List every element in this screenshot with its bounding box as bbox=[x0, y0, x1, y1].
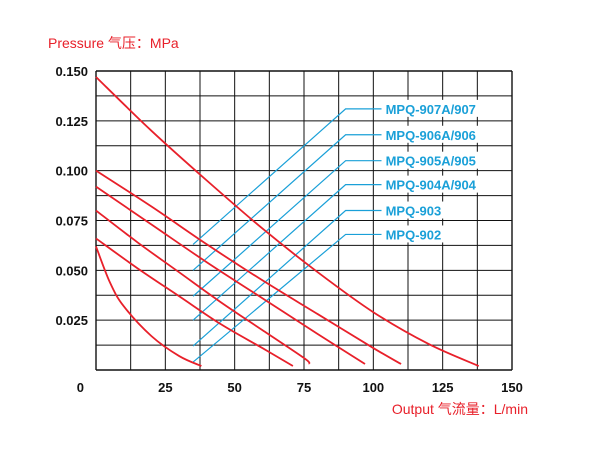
series-line bbox=[95, 169, 402, 365]
legend-label: MPQ-905A/905 bbox=[386, 154, 476, 169]
x-axis-label: Output 气流量：L/min bbox=[392, 401, 528, 417]
legend-label-background bbox=[381, 125, 480, 143]
series-line bbox=[95, 209, 311, 365]
legend-label-background bbox=[381, 225, 446, 243]
legend-label-background bbox=[381, 151, 480, 169]
y-tick-label: 0.075 bbox=[55, 214, 88, 229]
legend-label: MPQ-903 bbox=[386, 204, 442, 219]
series-line bbox=[95, 76, 480, 367]
x-tick-label: 75 bbox=[297, 380, 311, 395]
y-tick-label: 0.125 bbox=[55, 114, 88, 129]
legend-leader-line bbox=[192, 209, 382, 347]
series-line bbox=[95, 237, 294, 367]
legend-leader-line bbox=[192, 160, 382, 297]
legend-leader-line bbox=[192, 134, 382, 271]
legend-labels: MPQ-907A/907 MPQ-906A/906 MPQ-905A/905 MPQ-… bbox=[381, 99, 481, 243]
grid bbox=[95, 70, 513, 371]
legend-label: MPQ-904A/904 bbox=[386, 178, 477, 193]
series-line bbox=[95, 185, 366, 365]
legend-label: MPQ-902 bbox=[386, 227, 442, 242]
x-tick-label: 150 bbox=[501, 380, 523, 395]
x-tick-label: 125 bbox=[432, 380, 454, 395]
y-tick-label: 0.150 bbox=[55, 64, 88, 79]
y-tick-label: 0.050 bbox=[55, 263, 88, 278]
x-tick-labels: 0 25 50 75 100 125 150 bbox=[77, 380, 523, 395]
y-tick-label: 0.025 bbox=[55, 313, 88, 328]
x-tick-label: 0 bbox=[77, 380, 84, 395]
x-tick-label: 25 bbox=[158, 380, 172, 395]
y-tick-labels: 0.150 0.125 0.100 0.075 0.050 0.025 bbox=[55, 64, 88, 328]
x-tick-label: 50 bbox=[227, 380, 241, 395]
legend-label: MPQ-907A/907 bbox=[386, 102, 476, 117]
curves bbox=[95, 76, 480, 367]
legend-leader-line bbox=[192, 108, 382, 245]
y-axis-label: Pressure 气压：MPa bbox=[48, 35, 179, 51]
series-line bbox=[95, 246, 202, 367]
legend-label-background bbox=[381, 201, 446, 219]
legend-leader-line bbox=[192, 233, 382, 363]
y-tick-label: 0.100 bbox=[55, 164, 88, 179]
legend-leader-lines bbox=[192, 108, 382, 363]
legend-label-background bbox=[381, 175, 481, 193]
legend-label-background bbox=[381, 99, 480, 117]
legend-leader-line bbox=[192, 184, 382, 321]
legend-label: MPQ-906A/906 bbox=[386, 128, 476, 143]
x-tick-label: 100 bbox=[362, 380, 384, 395]
